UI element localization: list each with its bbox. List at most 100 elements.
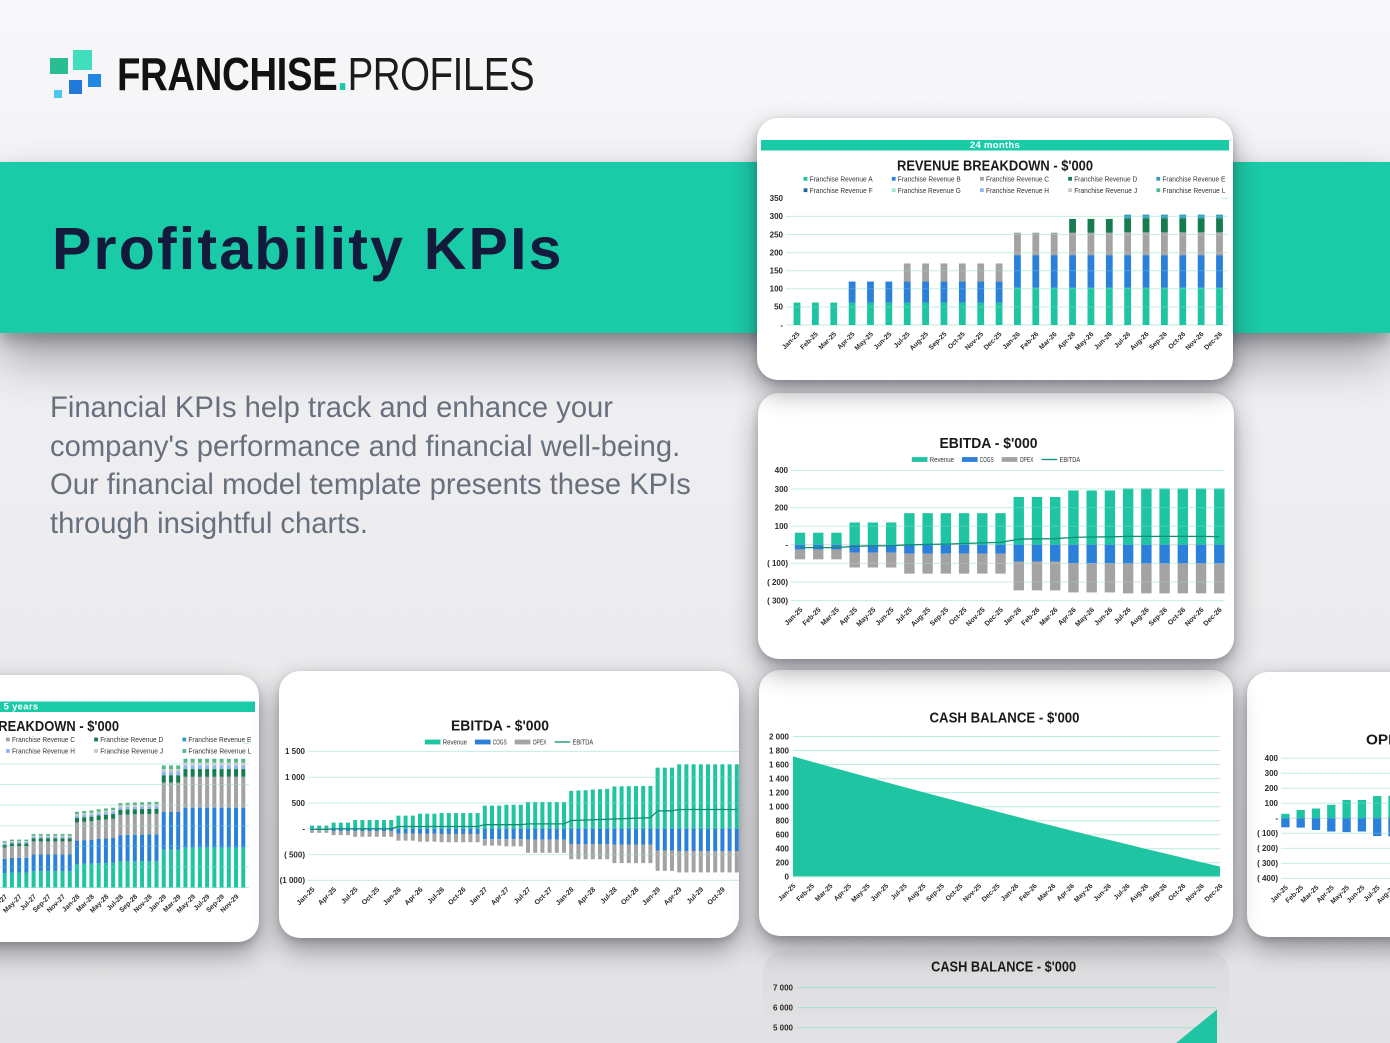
svg-text:Oct-25: Oct-25 — [361, 886, 381, 906]
svg-text:150: 150 — [770, 267, 784, 276]
svg-text:2 000: 2 000 — [769, 732, 790, 741]
svg-text:Nov-26: Nov-26 — [1185, 883, 1206, 904]
svg-text:Jan-28: Jan-28 — [555, 886, 576, 907]
svg-text:May-25: May-25 — [854, 331, 875, 352]
svg-text:Franchise Revenue C: Franchise Revenue C — [12, 737, 75, 744]
svg-text:350: 350 — [770, 194, 784, 203]
svg-text:5 years: 5 years — [4, 702, 39, 713]
svg-text:Aug-25: Aug-25 — [910, 606, 932, 628]
svg-text:400: 400 — [776, 845, 790, 854]
svg-text:800: 800 — [776, 817, 790, 826]
svg-text:Jul-26: Jul-26 — [427, 886, 446, 905]
svg-text:Feb-25: Feb-25 — [799, 331, 820, 352]
svg-text:1 400: 1 400 — [769, 774, 790, 783]
svg-text:Jun-26: Jun-26 — [1093, 331, 1114, 352]
svg-text:Jun-26: Jun-26 — [1093, 606, 1114, 627]
svg-text:1 800: 1 800 — [769, 746, 790, 755]
svg-text:Feb-25: Feb-25 — [802, 606, 823, 627]
svg-text:Franchise Revenue L: Franchise Revenue L — [188, 749, 251, 756]
svg-text:200: 200 — [776, 859, 790, 868]
svg-text:May-25: May-25 — [850, 883, 871, 904]
svg-text:Jan-26: Jan-26 — [382, 886, 403, 907]
svg-text:Nov-26: Nov-26 — [1185, 331, 1206, 352]
svg-text:300: 300 — [770, 212, 784, 221]
svg-text:(1 000): (1 000) — [280, 876, 306, 885]
svg-text:Oct-26: Oct-26 — [447, 886, 467, 906]
svg-text:CASH BALANCE - $'000: CASH BALANCE - $'000 — [930, 710, 1080, 727]
svg-text:Mar-26: Mar-26 — [1038, 331, 1059, 352]
svg-text:Dec-26: Dec-26 — [1203, 331, 1224, 352]
svg-text:100: 100 — [770, 285, 784, 294]
svg-text:Franchise Revenue D: Franchise Revenue D — [1074, 177, 1137, 184]
svg-text:Sep-25: Sep-25 — [925, 883, 946, 904]
svg-text:Franchise Revenue G: Franchise Revenue G — [898, 188, 961, 195]
svg-text:Jan-25: Jan-25 — [781, 331, 801, 351]
svg-text:Franchise Revenue L: Franchise Revenue L — [1162, 188, 1225, 195]
svg-text:Revenue: Revenue — [443, 738, 467, 747]
svg-text:Dec-25: Dec-25 — [983, 331, 1004, 352]
svg-text:COGS: COGS — [493, 738, 507, 747]
svg-text:5 000: 5 000 — [773, 1024, 794, 1033]
svg-text:Apr-25: Apr-25 — [317, 886, 338, 907]
svg-text:May-26: May-26 — [1074, 331, 1095, 352]
svg-text:300: 300 — [1265, 769, 1279, 778]
svg-text:Franchise Revenue J: Franchise Revenue J — [1074, 188, 1137, 195]
svg-text:( 400): ( 400) — [1257, 874, 1278, 883]
svg-text:24 months: 24 months — [970, 140, 1020, 151]
svg-text:Sep-26: Sep-26 — [1148, 331, 1169, 352]
svg-text:-: - — [780, 321, 783, 330]
svg-text:Oct-28: Oct-28 — [620, 886, 640, 906]
svg-text:May-25: May-25 — [856, 606, 878, 628]
svg-text:Franchise Revenue J: Franchise Revenue J — [100, 749, 163, 756]
svg-text:Franchise Revenue B: Franchise Revenue B — [898, 177, 961, 184]
svg-text:EBITDA: EBITDA — [1060, 455, 1081, 464]
svg-text:Dec-26: Dec-26 — [1204, 883, 1225, 904]
svg-text:( 200): ( 200) — [767, 578, 788, 587]
svg-text:Jul-27: Jul-27 — [513, 886, 532, 905]
svg-text:Nov-26: Nov-26 — [1184, 606, 1206, 628]
svg-text:Jan-26: Jan-26 — [1003, 606, 1024, 627]
svg-text:Mar-25: Mar-25 — [820, 606, 841, 627]
svg-text:OPEX: OPEX — [533, 738, 547, 747]
svg-text:( 500): ( 500) — [284, 850, 305, 859]
svg-text:( 100): ( 100) — [767, 559, 788, 568]
svg-text:Apr-28: Apr-28 — [577, 886, 598, 907]
svg-text:Feb-26: Feb-26 — [1020, 331, 1041, 352]
svg-text:( 300): ( 300) — [767, 596, 788, 605]
svg-text:Feb-26: Feb-26 — [1021, 606, 1042, 627]
svg-text:Jan-27: Jan-27 — [469, 886, 490, 907]
svg-text:300: 300 — [775, 485, 789, 494]
svg-text:1 500: 1 500 — [285, 747, 306, 756]
svg-text:Oct-27: Oct-27 — [534, 886, 554, 906]
svg-text:( 200): ( 200) — [1257, 844, 1278, 853]
svg-text:Jan-25: Jan-25 — [296, 886, 317, 907]
svg-text:200: 200 — [770, 248, 784, 257]
svg-text:-: - — [302, 825, 305, 834]
svg-text:Aug-26: Aug-26 — [1129, 331, 1150, 352]
svg-text:Aug-26: Aug-26 — [1129, 883, 1150, 904]
svg-text:Feb-26: Feb-26 — [1018, 883, 1039, 904]
svg-text:0: 0 — [785, 873, 790, 882]
svg-text:Jun-25: Jun-25 — [870, 883, 891, 904]
svg-text:1 600: 1 600 — [769, 760, 790, 769]
svg-text:Jan-26: Jan-26 — [1002, 331, 1022, 351]
svg-text:EBITDA: EBITDA — [573, 738, 594, 747]
svg-text:Sep-25: Sep-25 — [928, 331, 949, 352]
svg-text:May-26: May-26 — [1073, 883, 1094, 904]
svg-text:Jan-29: Jan-29 — [641, 886, 662, 907]
svg-text:200: 200 — [775, 503, 789, 512]
svg-text:-: - — [1275, 814, 1278, 823]
svg-text:Mar-26: Mar-26 — [1039, 606, 1060, 627]
svg-text:1 000: 1 000 — [285, 773, 306, 782]
svg-text:( 100): ( 100) — [1257, 829, 1278, 838]
svg-text:Sep-26: Sep-26 — [1148, 606, 1169, 627]
svg-text:Aug-26: Aug-26 — [1129, 606, 1151, 628]
svg-text:1 200: 1 200 — [769, 788, 790, 797]
svg-text:Franchise Revenue E: Franchise Revenue E — [188, 737, 251, 744]
svg-text:100: 100 — [1265, 799, 1279, 808]
svg-text:COGS: COGS — [980, 455, 994, 464]
svg-text:7 000: 7 000 — [773, 983, 794, 992]
svg-text:Jul-25: Jul-25 — [340, 886, 359, 905]
svg-text:Apr-27: Apr-27 — [490, 886, 511, 907]
svg-text:600: 600 — [776, 831, 790, 840]
